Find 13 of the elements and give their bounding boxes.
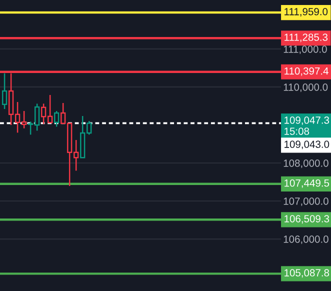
ref-line-label: 110,397.4: [284, 67, 328, 76]
ref-line-label: 111,285.3: [284, 34, 328, 42]
ref-line-label: 106,509.3: [284, 215, 330, 224]
y-tick-label: 106,000.0: [284, 236, 328, 244]
y-tick-label: 108,000.0: [284, 160, 328, 168]
y-tick-label: 107,000.0: [284, 198, 328, 206]
ref-line-label: 105,087.8: [284, 269, 330, 278]
y-tick-label: 110,000.0: [284, 84, 328, 92]
text: 109,043.0: [284, 140, 330, 150]
ref-line-label: 109,047.3 15:08: [284, 116, 330, 135]
ref-line-label: 107,449.5: [284, 179, 330, 188]
y-tick-label: 111,000.0: [284, 46, 327, 54]
ref-line-label: 111,959.0: [284, 8, 328, 17]
